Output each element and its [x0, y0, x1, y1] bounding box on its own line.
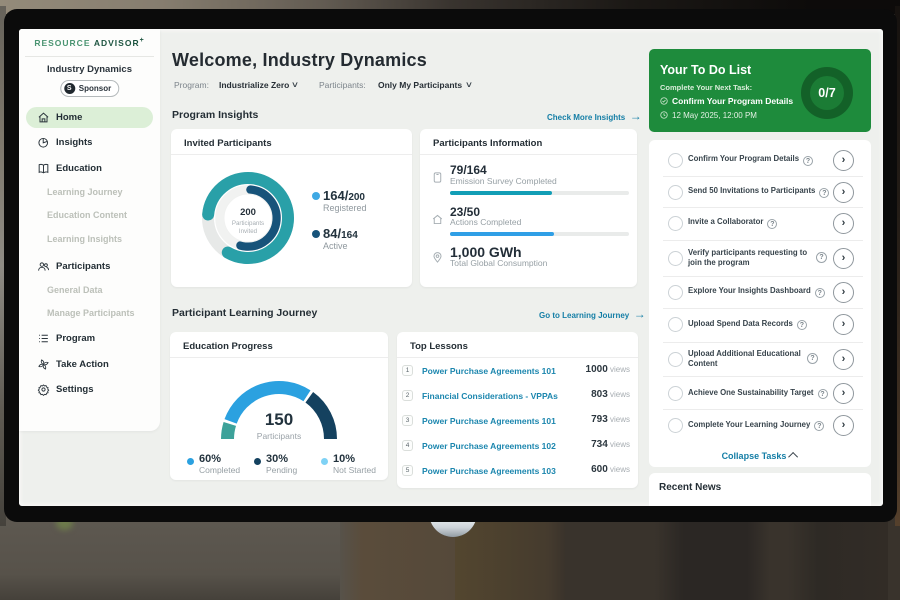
svg-text:Invited: Invited: [239, 228, 258, 235]
svg-text:Participants: Participants: [232, 220, 264, 227]
svg-text:200: 200: [240, 207, 256, 218]
